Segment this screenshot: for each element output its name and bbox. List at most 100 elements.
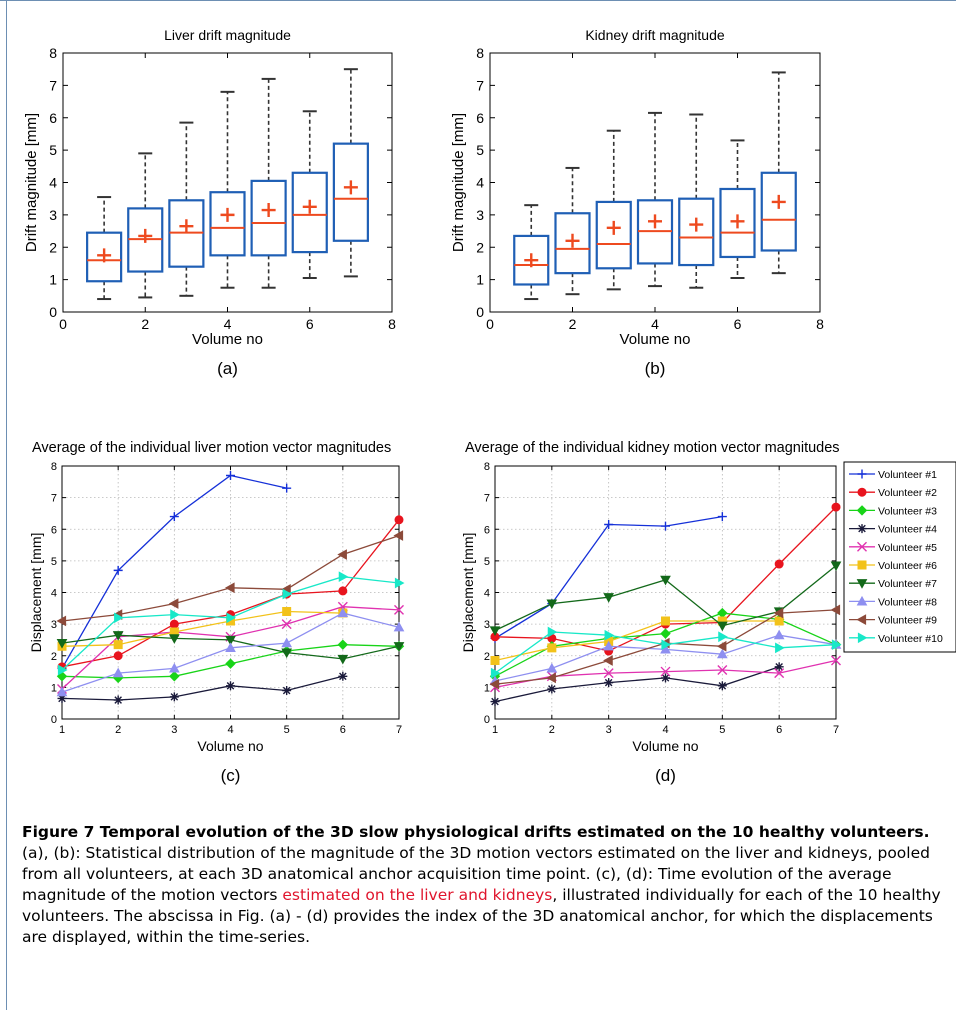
y-tick-label: 5 [476, 142, 484, 158]
mean-marker [648, 214, 662, 229]
data-point [718, 631, 728, 643]
x-axis-label: Volume no [632, 738, 698, 754]
x-tick-label: 8 [816, 316, 824, 332]
data-point [857, 541, 867, 552]
page-frame-top [0, 0, 956, 1]
y-tick-label: 3 [49, 207, 57, 223]
legend-label: Volunteer #3 [878, 505, 937, 517]
data-point [547, 643, 557, 653]
data-point [857, 487, 867, 497]
y-tick-label: 7 [51, 493, 57, 505]
data-point [857, 469, 867, 479]
y-tick-label: 5 [484, 556, 490, 568]
data-point [856, 579, 868, 589]
series-line [494, 620, 780, 662]
chart-title: Average of the individual kidney motion … [465, 440, 840, 456]
data-point [169, 619, 179, 629]
y-tick-label: 2 [476, 239, 484, 255]
mean-marker [343, 180, 358, 195]
data-point [603, 593, 615, 603]
data-point [774, 616, 784, 626]
data-point [774, 559, 784, 569]
caption-text-2: , illustrated individually for each of t… [22, 886, 941, 946]
data-point [338, 671, 348, 681]
legend-entry: Volunteer #5 [849, 542, 937, 554]
legend-label: Volunteer #9 [878, 615, 937, 627]
data-point [856, 595, 868, 606]
data-point [337, 639, 349, 650]
data-point [337, 654, 349, 665]
y-tick-label: 3 [484, 619, 490, 631]
legend-entry: Volunteer #2 [849, 487, 937, 499]
data-point [226, 470, 235, 480]
data-point [489, 626, 501, 636]
data-point [281, 648, 293, 659]
box-7 [332, 68, 369, 278]
series-6 [57, 606, 348, 651]
data-point [774, 662, 784, 672]
legend-entry: Volunteer #10 [849, 632, 943, 645]
x-tick-label: 3 [606, 724, 612, 736]
data-point [546, 662, 558, 673]
mean-marker [606, 220, 621, 235]
y-tick-label: 4 [476, 175, 484, 191]
legend-entry: Volunteer #9 [849, 614, 937, 627]
data-point [856, 614, 867, 625]
y-tick-label: 7 [476, 77, 484, 93]
data-point [830, 604, 841, 616]
legend-label: Volunteer #4 [878, 524, 937, 536]
data-point [717, 681, 727, 691]
y-tick-label: 4 [484, 588, 490, 600]
x-tick-label: 6 [340, 724, 346, 736]
data-point [775, 642, 785, 654]
x-tick-label: 6 [306, 316, 314, 332]
series-line [61, 610, 343, 647]
y-tick-label: 4 [49, 175, 57, 191]
x-tick-label: 2 [569, 316, 577, 332]
y-axis-label: Displacement [mm] [460, 533, 476, 653]
legend-entry: Volunteer #4 [849, 524, 937, 536]
panel-label: (b) [645, 359, 666, 378]
figure-caption: Figure 7 Temporal evolution of the 3D sl… [22, 822, 942, 948]
y-tick-label: 0 [51, 714, 57, 726]
x-tick-label: 1 [59, 724, 65, 736]
x-tick-label: 0 [486, 316, 494, 332]
x-tick-label: 6 [734, 316, 742, 332]
data-point [114, 612, 124, 624]
series-line [494, 666, 780, 703]
data-point [170, 609, 180, 620]
y-tick-label: 0 [476, 304, 484, 320]
y-tick-label: 2 [51, 651, 57, 663]
y-tick-label: 4 [51, 588, 57, 600]
legend-label: Volunteer #7 [878, 578, 937, 590]
data-point [57, 664, 68, 676]
data-point [716, 640, 727, 652]
series-4 [490, 662, 784, 707]
data-point [168, 662, 180, 673]
y-tick-label: 5 [49, 142, 57, 158]
x-tick-label: 4 [224, 316, 232, 332]
y-axis-label: Displacement [mm] [28, 533, 44, 653]
data-point [56, 686, 68, 697]
series-10 [490, 626, 842, 679]
x-tick-label: 1 [492, 724, 498, 736]
data-point [547, 684, 557, 694]
data-point [393, 530, 404, 541]
box-2 [127, 152, 164, 299]
data-point [717, 512, 727, 522]
y-tick-label: 6 [51, 524, 57, 536]
mean-marker [261, 203, 276, 218]
caption-link[interactable]: estimated on the liver and kidneys [282, 886, 553, 904]
data-point [282, 686, 292, 696]
data-point [282, 606, 292, 616]
data-point [490, 697, 500, 707]
x-tick-label: 3 [171, 724, 177, 736]
mean-marker [302, 199, 317, 214]
legend-label: Volunteer #5 [878, 542, 937, 554]
y-tick-label: 8 [484, 461, 490, 473]
panel-label: (d) [655, 766, 676, 785]
data-point [225, 658, 236, 669]
x-axis-label: Volume no [197, 738, 263, 754]
box-5 [250, 77, 287, 289]
